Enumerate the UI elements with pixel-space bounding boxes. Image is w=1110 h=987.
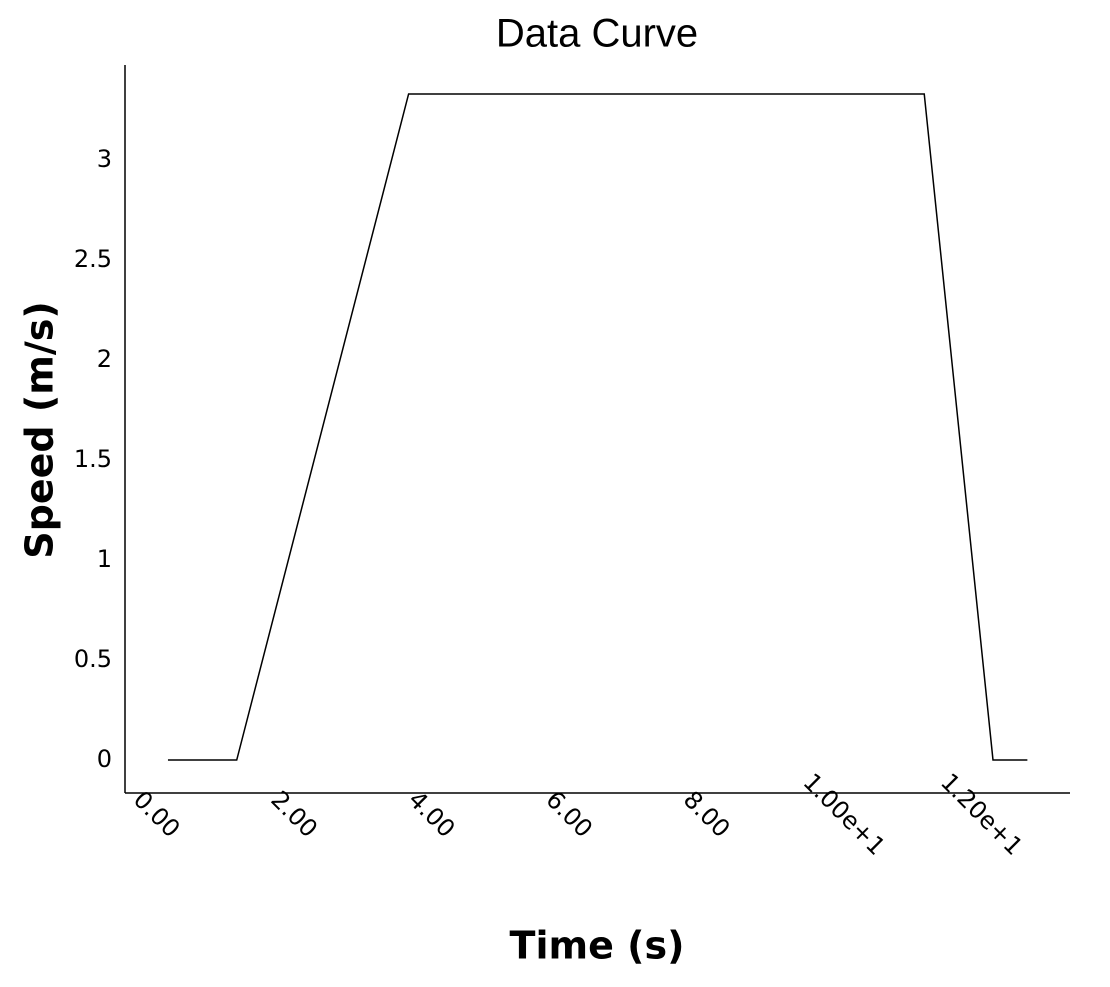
y-tick-label: 0 bbox=[97, 745, 112, 773]
y-tick-label: 3 bbox=[97, 145, 112, 173]
x-tick-label: 0.00 bbox=[128, 786, 186, 844]
y-tick-label: 2.5 bbox=[74, 245, 112, 273]
y-tick-label: 1.5 bbox=[74, 445, 112, 473]
y-axis-title: Speed (m/s) bbox=[18, 301, 62, 558]
x-tick-label: 6.00 bbox=[540, 786, 598, 844]
y-tick-label: 0.5 bbox=[74, 645, 112, 673]
x-tick-label: 2.00 bbox=[265, 786, 323, 844]
y-tick-label: 2 bbox=[97, 345, 112, 373]
x-tick-label: 8.00 bbox=[678, 786, 736, 844]
x-tick-label: 1.00e+1 bbox=[798, 768, 891, 861]
x-tick-label: 1.20e+1 bbox=[935, 768, 1028, 861]
y-tick-label: 1 bbox=[97, 545, 112, 573]
x-tick-label: 4.00 bbox=[403, 786, 461, 844]
data-line bbox=[167, 93, 1028, 761]
x-axis-title: Time (s) bbox=[510, 924, 685, 968]
chart-title: Data Curve bbox=[496, 12, 698, 56]
